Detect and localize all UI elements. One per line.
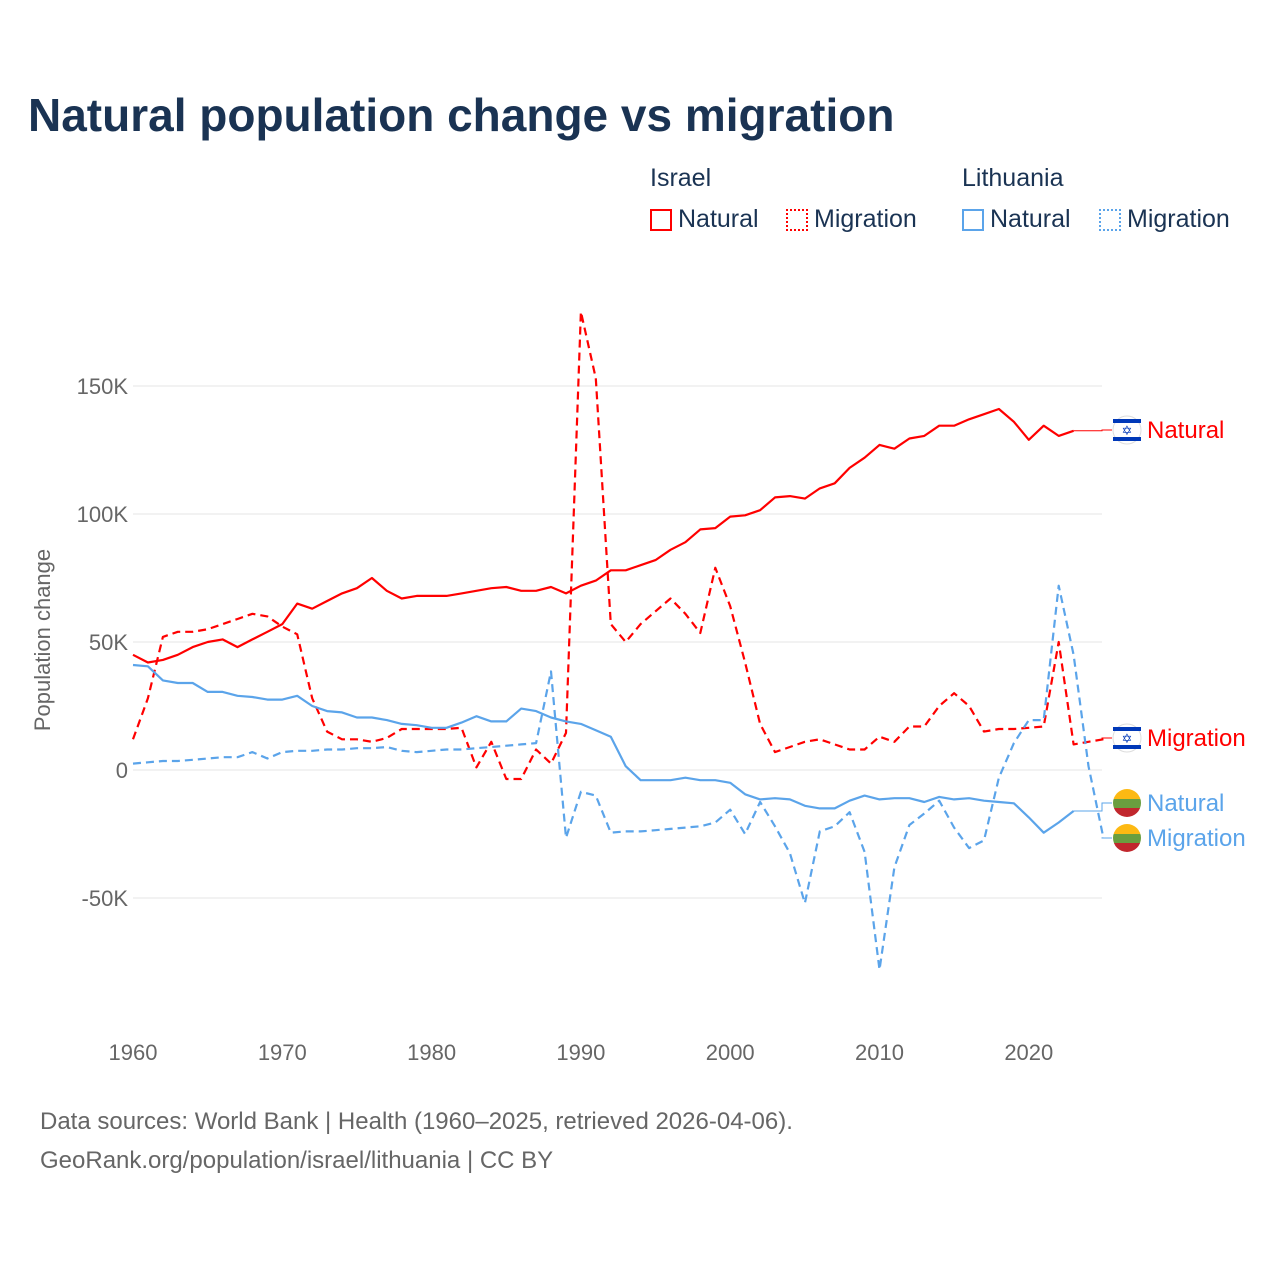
legend-lithuania-natural[interactable]: Natural	[962, 205, 1071, 234]
legend-swatch-solid	[650, 208, 672, 231]
x-tick-label: 2020	[1004, 1040, 1053, 1065]
legend-label: Natural	[678, 205, 759, 233]
x-tick-label: 2000	[706, 1040, 755, 1065]
y-tick-label: 100K	[77, 502, 129, 527]
series-end-label: Migration	[1147, 725, 1246, 752]
flag-stripe	[1113, 808, 1141, 817]
legend-israel-natural[interactable]: Natural	[650, 205, 759, 234]
x-tick-label: 1960	[109, 1040, 158, 1065]
israel-flag-icon: ✡	[1112, 415, 1142, 445]
series-line-lithuania-migration	[132, 584, 1105, 971]
y-tick-label: 0	[116, 758, 128, 783]
flag-stripe	[1113, 799, 1141, 808]
series-line-israel-migration	[131, 310, 1104, 781]
footer-link[interactable]: GeoRank.org/population/israel/lithuania …	[40, 1147, 554, 1174]
legend-israel-migration[interactable]: Migration	[786, 205, 917, 234]
flag-stripe	[1113, 834, 1141, 843]
lithuania-flag-icon	[1113, 789, 1141, 817]
legend-group-israel: Israel	[650, 164, 712, 192]
star-of-david-icon: ✡	[1122, 424, 1133, 439]
chart-title: Natural population change vs migration	[28, 89, 895, 141]
series-end-label: Natural	[1147, 417, 1224, 444]
flag-stripe	[1113, 727, 1141, 731]
y-axis-label: Population change	[30, 549, 55, 731]
lithuania-flag-icon	[1113, 824, 1141, 852]
label-connector	[1101, 737, 1112, 740]
legend-lithuania-migration[interactable]: Migration	[1099, 205, 1230, 234]
series-line-lithuania-natural	[132, 663, 1075, 834]
legend-swatch-dotted	[1099, 208, 1121, 231]
star-of-david-icon: ✡	[1122, 732, 1133, 747]
legend-label: Natural	[990, 205, 1071, 233]
israel-flag-icon: ✡	[1112, 723, 1142, 753]
legend-label: Migration	[814, 205, 917, 233]
label-connector	[1073, 429, 1112, 432]
legend-group-lithuania: Lithuania	[962, 164, 1064, 192]
legend-swatch-solid	[962, 208, 984, 231]
flag-stripe	[1113, 419, 1141, 423]
x-tick-label: 2010	[855, 1040, 904, 1065]
legend-label: Migration	[1127, 205, 1230, 233]
label-connector	[1073, 802, 1112, 812]
y-tick-label: 150K	[77, 374, 129, 399]
flag-stripe	[1113, 843, 1141, 852]
flag-stripe	[1113, 789, 1141, 799]
x-tick-label: 1970	[258, 1040, 307, 1065]
flag-stripe	[1113, 745, 1141, 749]
series-end-label: Natural	[1147, 790, 1224, 817]
series-end-label: Migration	[1147, 825, 1246, 852]
y-tick-label: -50K	[82, 886, 129, 911]
x-tick-label: 1990	[556, 1040, 605, 1065]
flag-stripe	[1113, 437, 1141, 441]
series-line-israel-natural	[132, 407, 1074, 664]
x-tick-label: 1980	[407, 1040, 456, 1065]
legend-swatch-dotted	[786, 208, 808, 231]
footer-sources: Data sources: World Bank | Health (1960–…	[40, 1108, 793, 1135]
y-tick-label: 50K	[89, 630, 128, 655]
flag-stripe	[1113, 824, 1141, 834]
